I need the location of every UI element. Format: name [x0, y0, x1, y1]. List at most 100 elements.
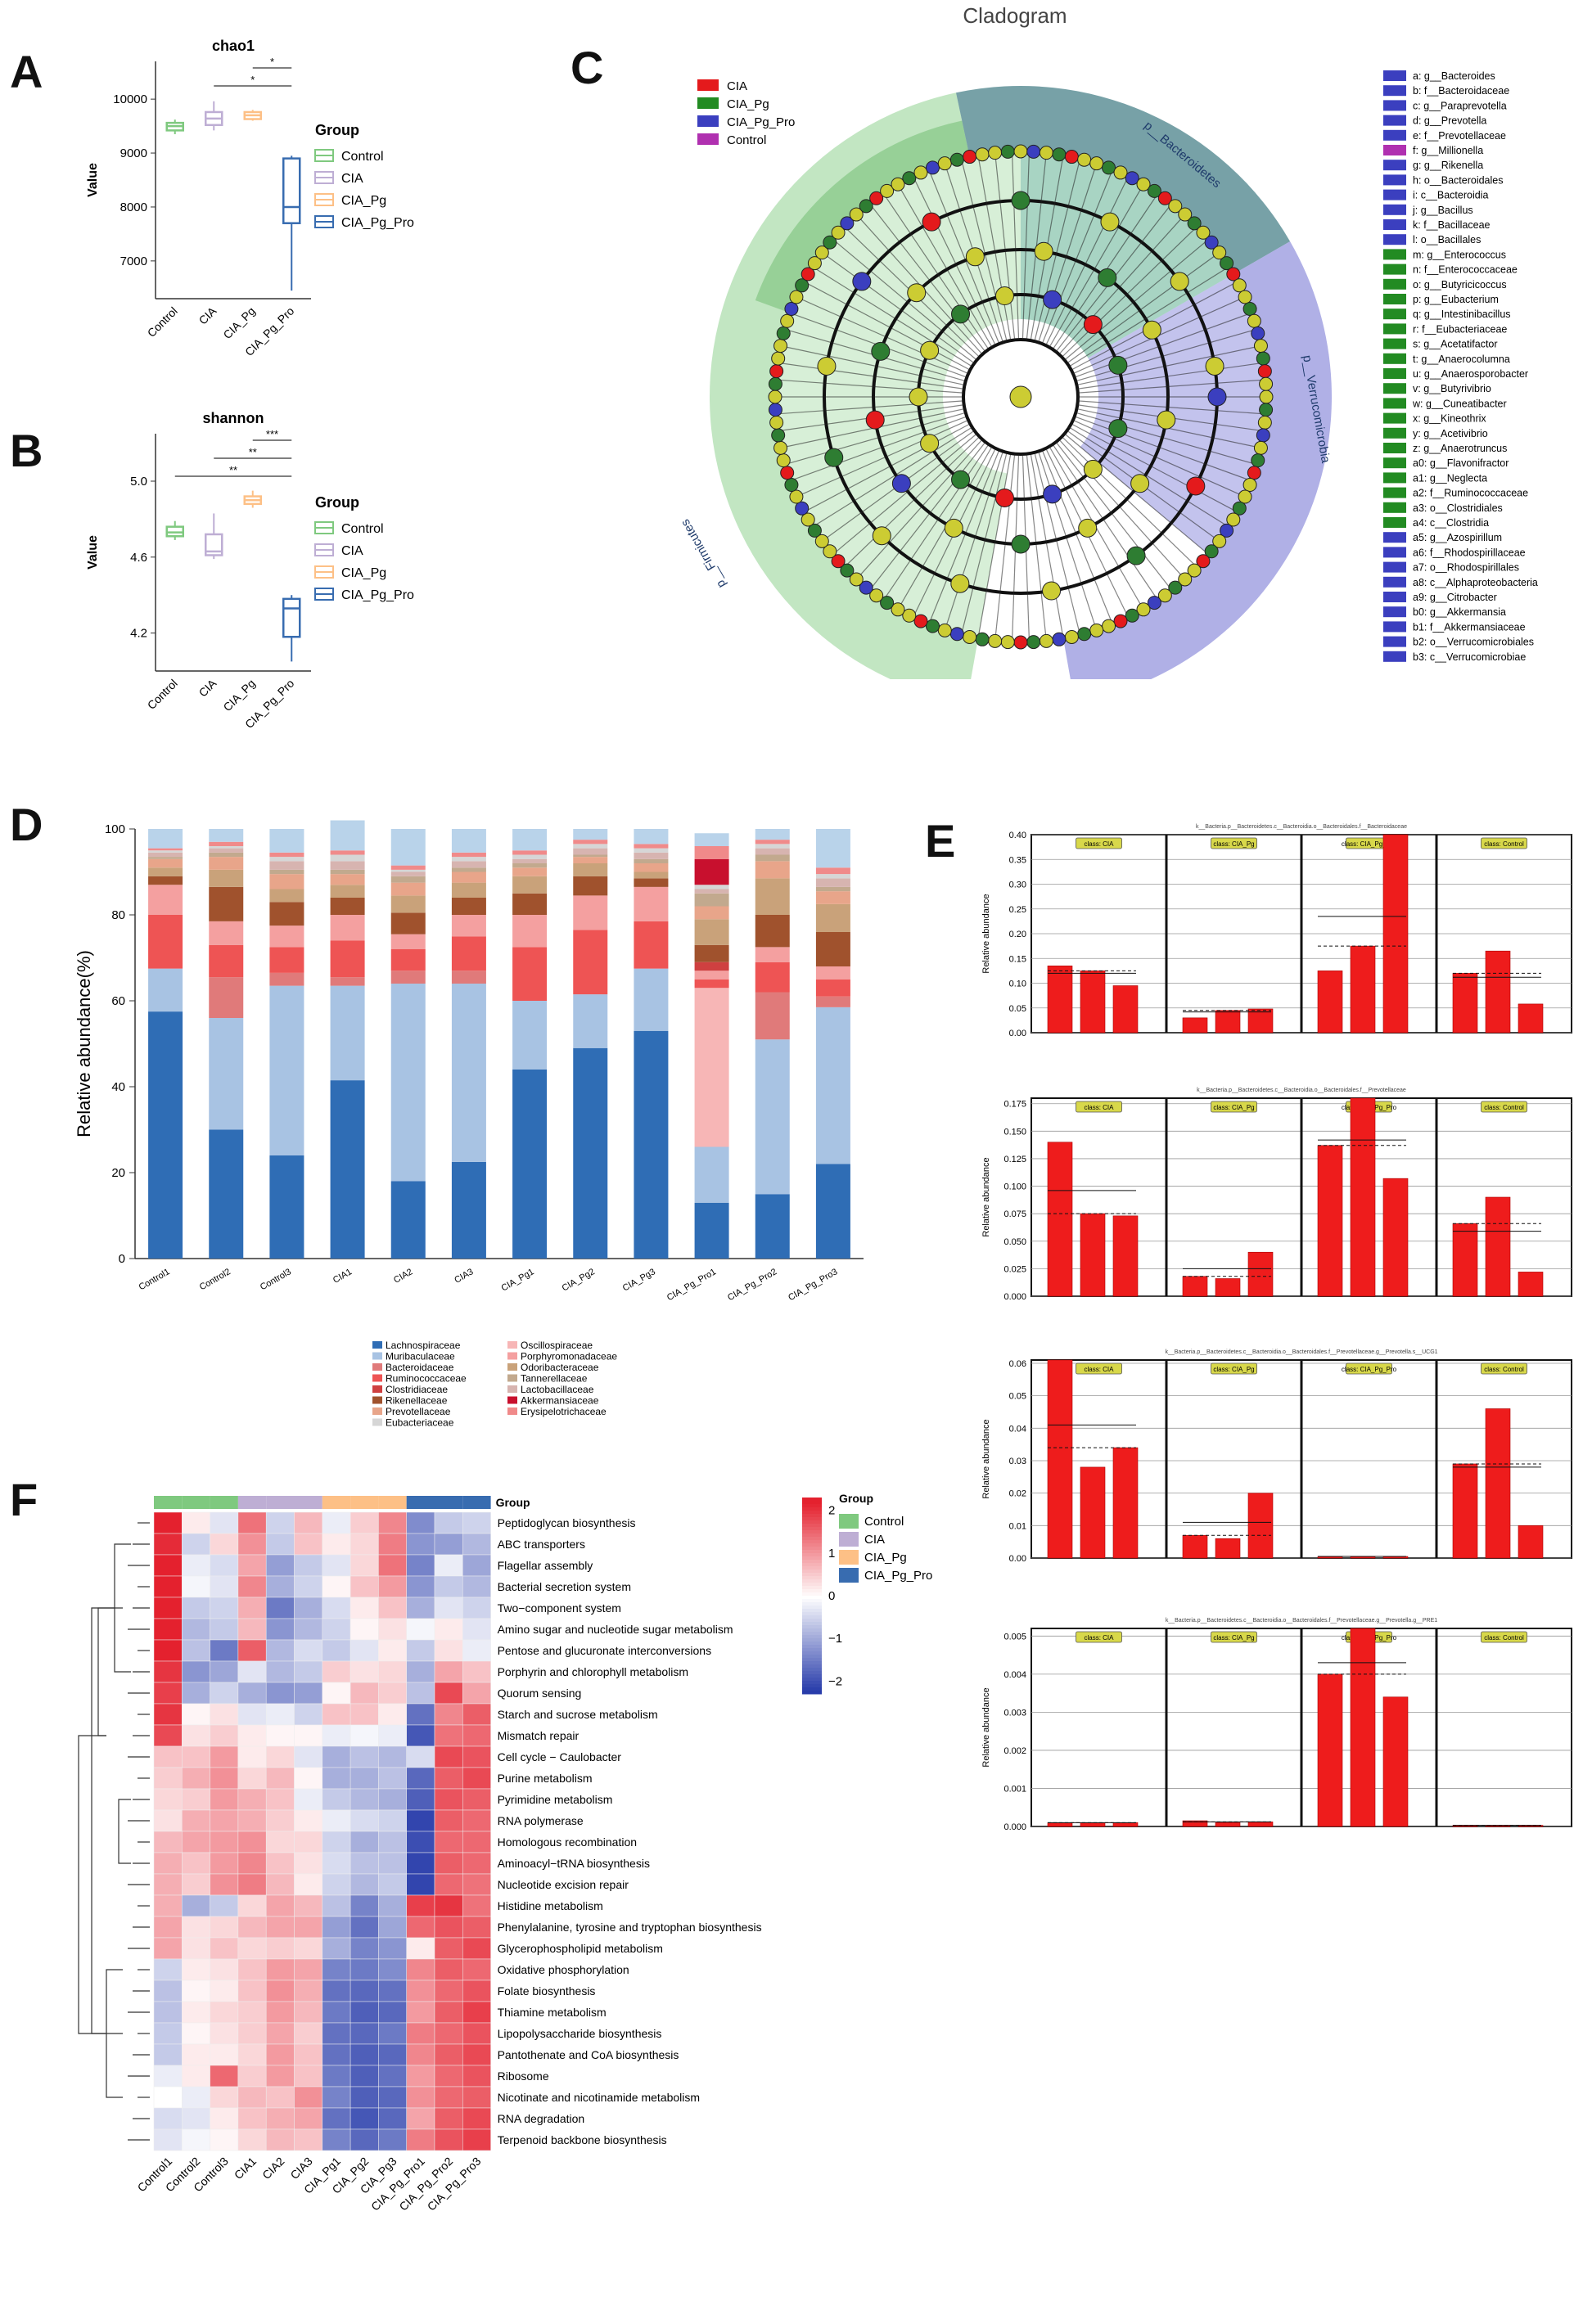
- stacked-bar-segment: [815, 874, 850, 879]
- stacked-bar-segment: [755, 848, 790, 855]
- tree-branch: [796, 296, 969, 375]
- x-tick-label: CIA3: [453, 1267, 475, 1286]
- heatmap-cell: [210, 1767, 239, 1790]
- heatmap-cell: [378, 2107, 407, 2130]
- stacked-bar-segment: [330, 874, 365, 885]
- abundance-bar: [1182, 1017, 1208, 1034]
- tree-branch: [1061, 436, 1198, 568]
- heatmap-cell: [237, 1979, 267, 2002]
- group-tag-label: class: CIA_Pg: [1213, 840, 1254, 848]
- x-tick-label: CIA_Pg_Pro3: [787, 1267, 839, 1303]
- heatmap-cell: [265, 1597, 295, 1619]
- scale-tick-label: 0: [828, 1589, 835, 1603]
- sector-label: p__Firmicutes: [679, 516, 729, 590]
- stacked-bar-segment: [694, 1146, 729, 1203]
- scale-gradient-step: [802, 1570, 822, 1574]
- heatmap-cell: [237, 1788, 267, 1811]
- heatmap-cell: [350, 1937, 379, 1960]
- heatmap-cell: [462, 1852, 491, 1875]
- taxon-swatch: [1383, 383, 1406, 394]
- stacked-bar-segment: [330, 885, 365, 898]
- abundance-bar: [1317, 1145, 1343, 1297]
- legend-swatch: [697, 115, 719, 127]
- x-tick-label: Control2: [198, 1267, 232, 1292]
- heatmap-cell: [462, 1745, 491, 1768]
- heatmap-cell: [350, 2022, 379, 2045]
- leaf-node: [1251, 326, 1265, 340]
- heatmap-cell: [406, 2128, 435, 2151]
- stacked-bar-segment: [634, 844, 669, 849]
- heatmap-cell: [378, 2086, 407, 2109]
- tree-branch: [1030, 453, 1064, 639]
- taxon-label: f: g__Millionella: [1413, 145, 1483, 156]
- leaf-node: [1013, 635, 1028, 650]
- abundance-bar: [1215, 1010, 1241, 1034]
- stacked-bar-segment: [390, 876, 426, 883]
- heatmap-cell: [406, 1597, 435, 1619]
- heatmap-cell: [153, 1511, 183, 1534]
- stacked-bar-segment: [512, 1001, 548, 1070]
- leaf-node: [949, 627, 964, 642]
- heatmap-cell: [210, 1703, 239, 1726]
- heatmap-cell: [265, 1937, 295, 1960]
- stacked-bar-segment: [390, 865, 426, 870]
- heatmap-cell: [153, 1852, 183, 1875]
- leaf-node: [1251, 453, 1265, 468]
- scale-tick-label: −2: [828, 1674, 842, 1688]
- tree-branch: [855, 439, 983, 580]
- heatmap-cell: [210, 2043, 239, 2066]
- panel-label-c: C: [571, 42, 604, 93]
- heatmap-cell: [237, 1894, 267, 1917]
- taxon-swatch: [1383, 636, 1406, 647]
- row-label: Pyrimidine metabolism: [498, 1793, 613, 1806]
- x-tick-label: Control1: [138, 1267, 172, 1292]
- heatmap-cell: [462, 1660, 491, 1683]
- leaf-node: [859, 580, 873, 595]
- abundance-bar: [1182, 1820, 1208, 1827]
- heatmap-cell: [322, 1682, 351, 1705]
- heatmap-cell: [294, 2022, 323, 2045]
- legend-entry: Ruminococcaceae: [386, 1373, 467, 1385]
- scale-gradient-step: [802, 1596, 822, 1600]
- tree-branch: [977, 453, 1012, 639]
- stacked-bar-segment: [512, 854, 548, 859]
- scale-gradient-step: [802, 1612, 822, 1616]
- sector-firmicutes-outer: [710, 92, 978, 679]
- stacked-bar-segment: [755, 1039, 790, 1195]
- stacked-bar-segment: [148, 1011, 183, 1259]
- row-label: Phenylalanine, tyrosine and tryptophan b…: [498, 1921, 762, 1934]
- heatmap-cell: [265, 1745, 295, 1768]
- stacked-bar-segment: [634, 878, 669, 887]
- scale-gradient-step: [802, 1550, 822, 1554]
- group-tag-label: class: CIA_Pg: [1213, 1366, 1254, 1373]
- tree-branch: [944, 451, 1003, 631]
- heatmap-cell: [406, 1894, 435, 1917]
- scale-gradient-step: [802, 1501, 822, 1505]
- stacked-bar-segment: [269, 947, 304, 973]
- heatmap-cell: [237, 1916, 267, 1939]
- abundance-bar: [1112, 1822, 1139, 1827]
- heatmap-cell: [378, 1575, 407, 1598]
- stacked-bar-segment: [269, 857, 304, 862]
- stacked-bar-segment: [815, 903, 850, 932]
- taxon-label: j: g__Bacillus: [1412, 205, 1473, 216]
- group-tag-label: class: Control: [1484, 1634, 1524, 1642]
- clade-node: [1011, 191, 1031, 210]
- leaf-node: [1000, 635, 1015, 650]
- heatmap-cell: [153, 1745, 183, 1768]
- row-label: Pantothenate and CoA biosynthesis: [498, 2048, 679, 2061]
- scale-gradient-step: [802, 1625, 822, 1629]
- abundance-bar: [1382, 834, 1409, 1034]
- heatmap-cell: [350, 1618, 379, 1641]
- column-label: CIA1: [232, 2155, 259, 2182]
- y-tick-label: 9000: [120, 146, 147, 160]
- tree-branch: [1041, 449, 1113, 625]
- legend-title: Group: [315, 122, 359, 138]
- y-tick-label: 0.150: [1003, 1127, 1026, 1137]
- heatmap-cell: [434, 1575, 463, 1598]
- legend-swatch: [372, 1396, 382, 1404]
- heatmap-cell: [153, 1979, 183, 2002]
- row-label: Two−component system: [498, 1601, 621, 1615]
- heatmap-cell: [434, 2001, 463, 2024]
